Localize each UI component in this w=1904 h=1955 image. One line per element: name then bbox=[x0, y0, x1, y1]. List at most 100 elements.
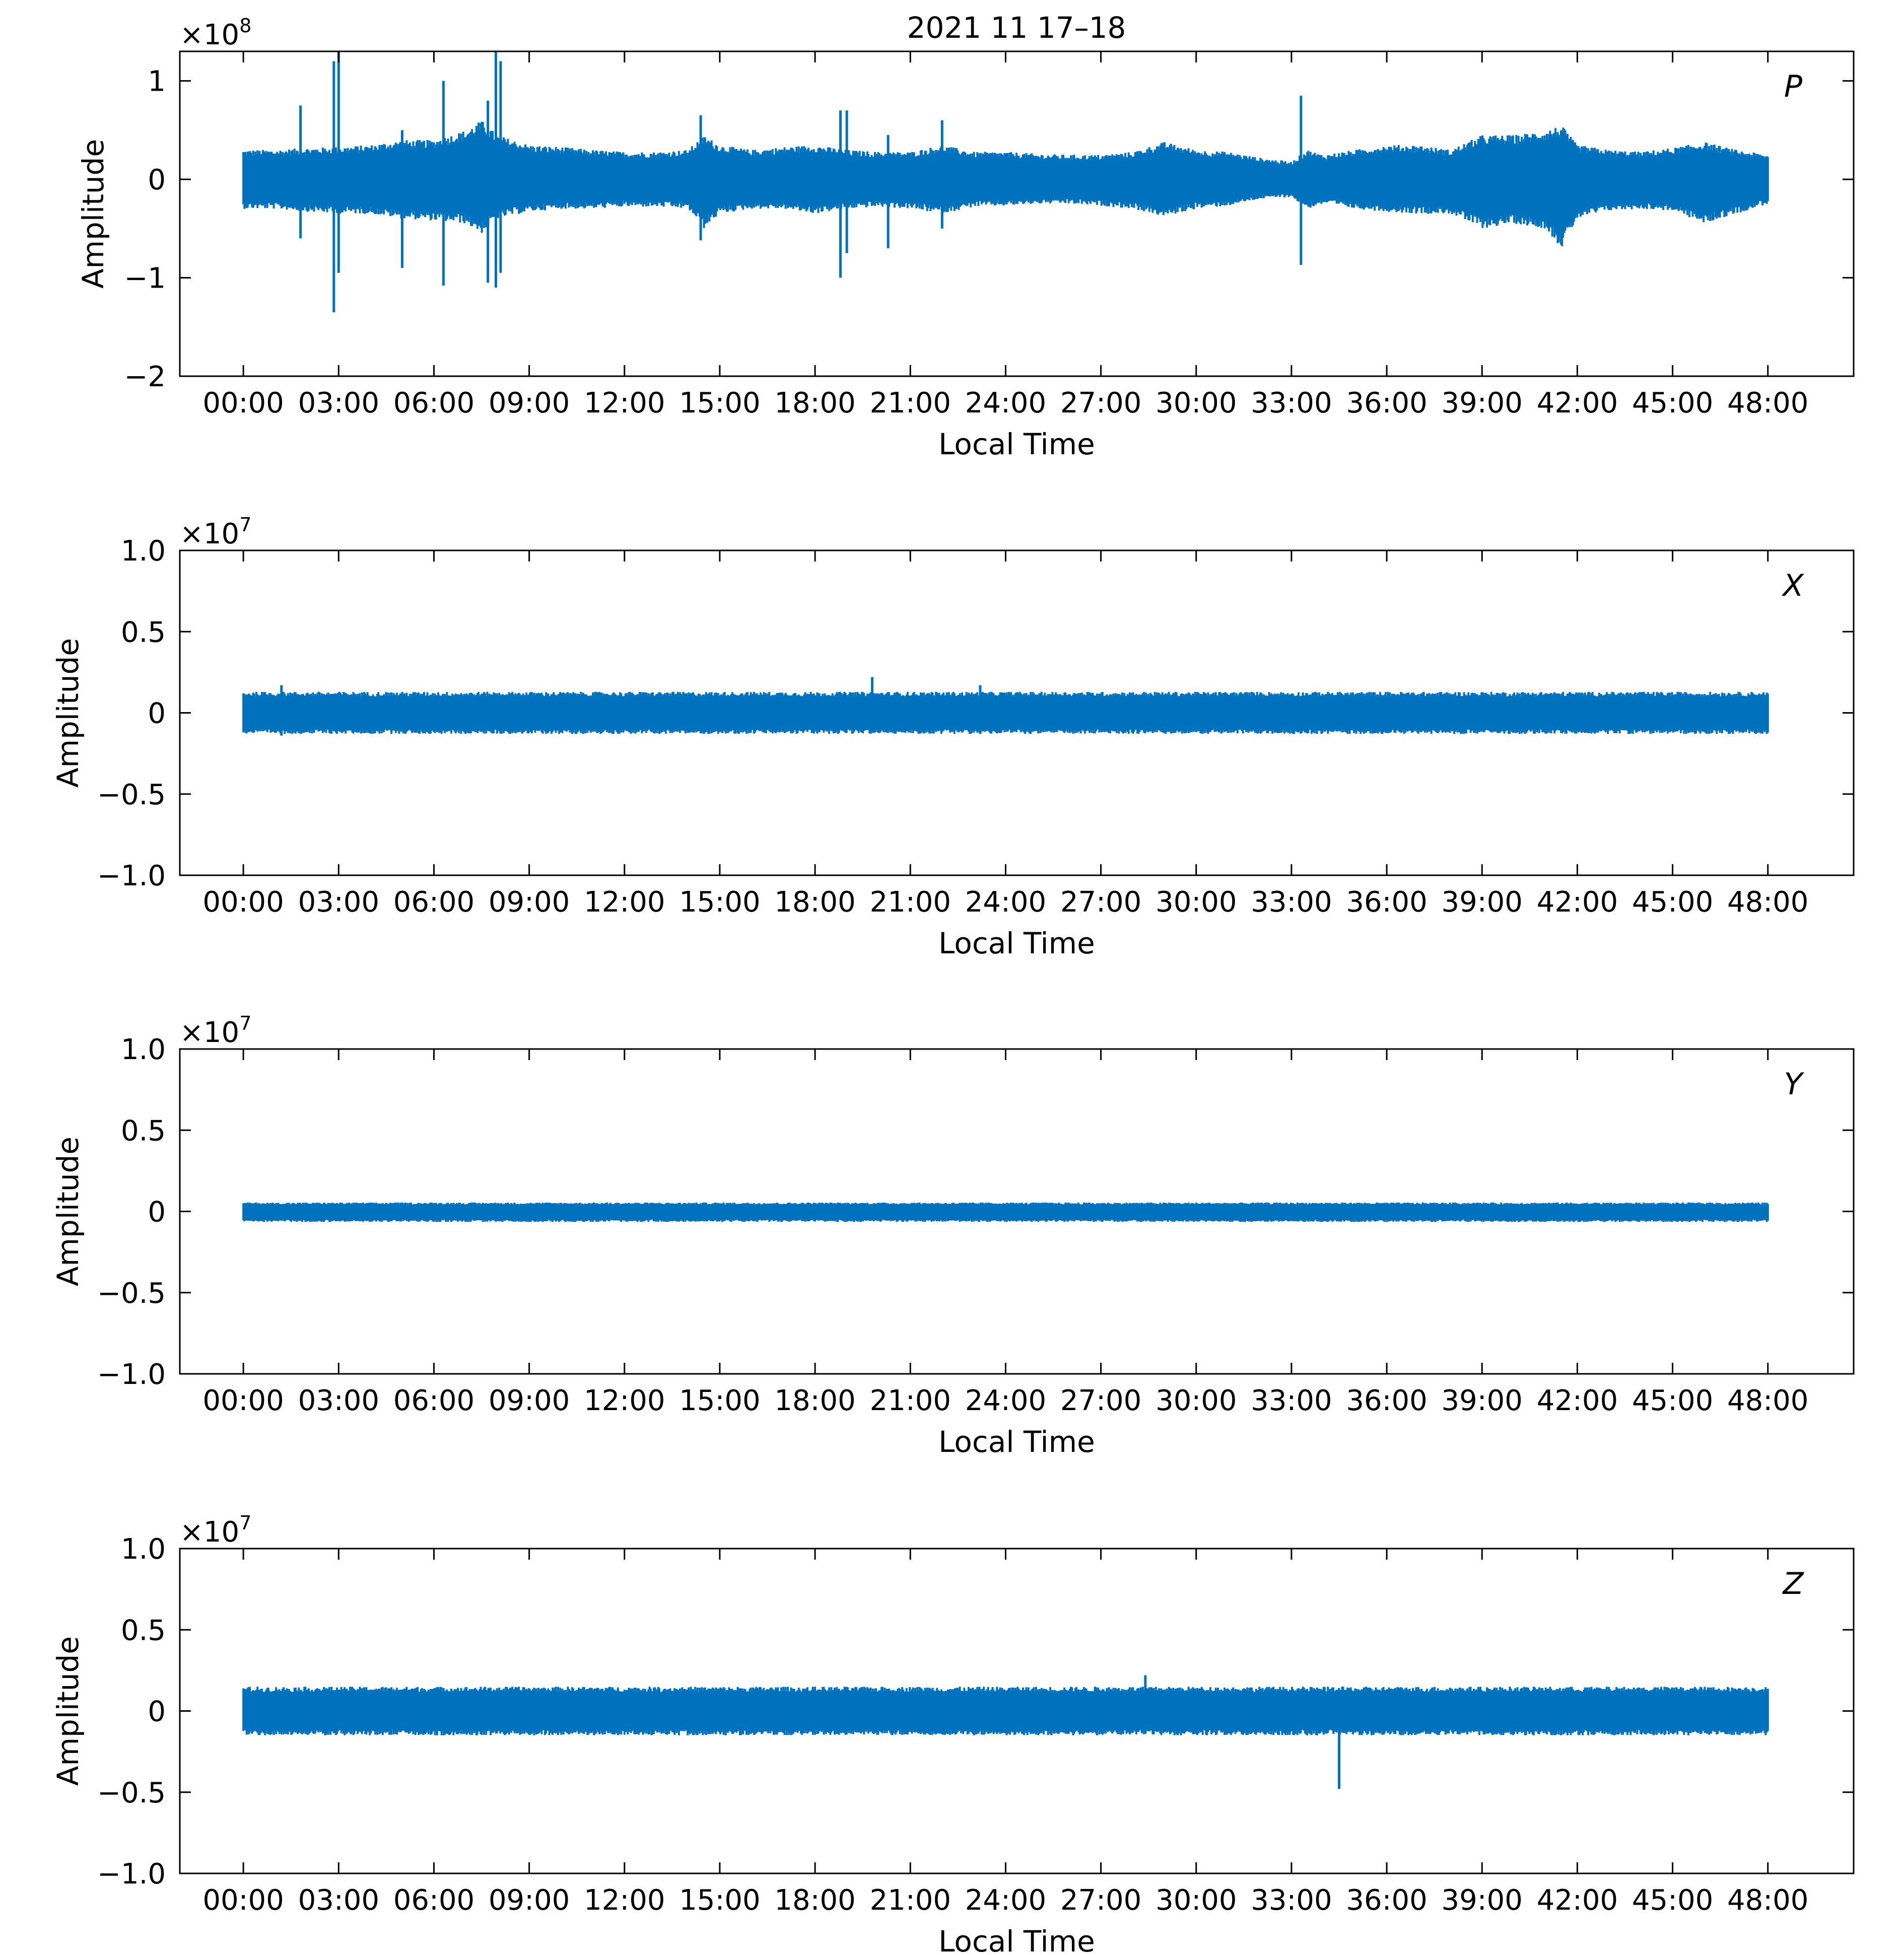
y-tick-label: 0 bbox=[148, 1196, 166, 1229]
x-axis-label: Local Time bbox=[938, 1425, 1095, 1459]
x-tick-label: 12:00 bbox=[584, 387, 665, 420]
y-tick-label: 0 bbox=[148, 1696, 166, 1728]
x-tick-label: 42:00 bbox=[1537, 387, 1618, 420]
x-tick-label: 30:00 bbox=[1155, 1884, 1237, 1917]
y-exponent-label: ×108 bbox=[180, 15, 251, 51]
waveform-core bbox=[243, 144, 1768, 221]
x-tick-label: 18:00 bbox=[774, 1384, 855, 1417]
x-tick-label: 24:00 bbox=[965, 387, 1046, 420]
x-tick-label: 09:00 bbox=[489, 387, 570, 420]
x-tick-label: 36:00 bbox=[1346, 387, 1427, 420]
x-tick-label: 09:00 bbox=[489, 1884, 570, 1917]
x-axis-label: Local Time bbox=[938, 1924, 1095, 1955]
x-tick-label: 06:00 bbox=[393, 886, 474, 919]
x-tick-label: 24:00 bbox=[965, 1884, 1046, 1917]
x-tick-label: 45:00 bbox=[1632, 886, 1713, 919]
x-tick-label: 03:00 bbox=[298, 1384, 379, 1417]
panel-p: 00:00 03:00 06:00 09:00 12:00 15:00 18:00 21:00… bbox=[76, 15, 1855, 461]
waveform-core bbox=[243, 700, 1768, 726]
x-tick-label: 00:00 bbox=[202, 387, 284, 420]
y-tick-label: 0 bbox=[148, 697, 166, 730]
x-tick-label: 18:00 bbox=[774, 1884, 855, 1917]
x-tick-label: 06:00 bbox=[393, 387, 474, 420]
x-tick-label: 15:00 bbox=[679, 1384, 760, 1417]
y-exponent-label: ×107 bbox=[180, 1512, 251, 1549]
y-exponent-power: 7 bbox=[239, 514, 251, 536]
x-tick-label: 36:00 bbox=[1346, 1384, 1427, 1417]
panel-label: P bbox=[1784, 69, 1803, 104]
y-axis-label: Amplitude bbox=[51, 1636, 85, 1786]
x-tick-label: 00:00 bbox=[202, 1884, 284, 1917]
x-tick-label: 33:00 bbox=[1251, 886, 1332, 919]
x-tick-label: 48:00 bbox=[1727, 1384, 1808, 1417]
x-tick-label: 24:00 bbox=[965, 1384, 1046, 1417]
x-tick-label: 39:00 bbox=[1442, 1384, 1523, 1417]
figure-title: 2021 11 17–18 bbox=[907, 11, 1126, 45]
y-axis-label: Amplitude bbox=[51, 1137, 85, 1286]
x-tick-label: 21:00 bbox=[870, 1384, 951, 1417]
x-tick-label: 33:00 bbox=[1251, 1384, 1332, 1417]
y-tick-label: 0.5 bbox=[121, 1114, 166, 1147]
x-tick-label: 21:00 bbox=[870, 387, 951, 420]
y-exponent-label: ×107 bbox=[180, 514, 251, 550]
y-exponent-power: 7 bbox=[239, 1512, 251, 1534]
y-exponent-label: ×107 bbox=[180, 1012, 251, 1049]
y-tick-label: 1.0 bbox=[121, 1533, 166, 1566]
y-tick-label: 0.5 bbox=[121, 616, 166, 649]
x-tick-label: 12:00 bbox=[584, 1884, 665, 1917]
x-tick-label: 06:00 bbox=[393, 1884, 474, 1917]
x-tick-label: 33:00 bbox=[1251, 1884, 1332, 1917]
x-tick-label: 00:00 bbox=[202, 886, 284, 919]
y-tick-label: −1.0 bbox=[97, 1858, 166, 1891]
x-tick-label: 21:00 bbox=[870, 1884, 951, 1917]
panel-y: 00:00 03:00 06:00 09:00 12:00 15:00 18:00 21:00… bbox=[51, 1012, 1855, 1459]
x-tick-label: 48:00 bbox=[1727, 387, 1808, 420]
x-tick-label: 15:00 bbox=[679, 387, 760, 420]
x-axis-label: Local Time bbox=[938, 427, 1095, 461]
x-tick-label: 39:00 bbox=[1442, 1884, 1523, 1917]
x-tick-label: 18:00 bbox=[774, 886, 855, 919]
x-tick-label: 00:00 bbox=[202, 1384, 284, 1417]
x-tick-label: 42:00 bbox=[1537, 1384, 1618, 1417]
x-tick-label: 21:00 bbox=[870, 886, 951, 919]
x-tick-label: 27:00 bbox=[1060, 886, 1141, 919]
x-tick-label: 42:00 bbox=[1537, 886, 1618, 919]
y-axis-label: Amplitude bbox=[76, 139, 110, 289]
x-tick-label: 30:00 bbox=[1155, 886, 1237, 919]
y-axis-label: Amplitude bbox=[51, 638, 85, 788]
y-tick-label: 0.5 bbox=[121, 1614, 166, 1647]
y-tick-label: −0.5 bbox=[97, 779, 166, 811]
y-tick-label: 1 bbox=[148, 65, 166, 98]
x-tick-label: 03:00 bbox=[298, 886, 379, 919]
x-tick-label: 36:00 bbox=[1346, 886, 1427, 919]
y-tick-label: −2 bbox=[124, 361, 166, 393]
x-tick-label: 27:00 bbox=[1060, 1884, 1141, 1917]
y-tick-label: −0.5 bbox=[97, 1277, 166, 1310]
x-tick-label: 30:00 bbox=[1155, 1384, 1237, 1417]
y-tick-label: −1.0 bbox=[97, 1358, 166, 1391]
y-exponent-power: 7 bbox=[239, 1012, 251, 1034]
y-tick-label: −0.5 bbox=[97, 1777, 166, 1809]
y-tick-label: −1 bbox=[124, 262, 166, 295]
x-tick-label: 30:00 bbox=[1155, 387, 1237, 420]
waveform-core bbox=[243, 1696, 1768, 1726]
x-axis-label: Local Time bbox=[938, 926, 1095, 960]
x-tick-label: 48:00 bbox=[1727, 1884, 1808, 1917]
panel-z: 00:00 03:00 06:00 09:00 12:00 15:00 18:00 21:00… bbox=[51, 1512, 1855, 1955]
panel-label: X bbox=[1781, 568, 1804, 603]
x-tick-label: 15:00 bbox=[679, 1884, 760, 1917]
x-tick-label: 45:00 bbox=[1632, 1884, 1713, 1917]
x-tick-label: 39:00 bbox=[1442, 886, 1523, 919]
y-tick-label: 1.0 bbox=[121, 1033, 166, 1066]
y-tick-label: 1.0 bbox=[121, 535, 166, 568]
x-tick-label: 36:00 bbox=[1346, 1884, 1427, 1917]
x-tick-label: 39:00 bbox=[1442, 387, 1523, 420]
panel-x: 00:00 03:00 06:00 09:00 12:00 15:00 18:00 21:00… bbox=[51, 514, 1855, 960]
x-tick-label: 09:00 bbox=[489, 1384, 570, 1417]
waveform-core bbox=[243, 1206, 1768, 1218]
axes-box bbox=[179, 50, 1855, 377]
x-tick-label: 27:00 bbox=[1060, 1384, 1141, 1417]
x-tick-label: 48:00 bbox=[1727, 886, 1808, 919]
x-tick-label: 45:00 bbox=[1632, 1384, 1713, 1417]
x-tick-label: 12:00 bbox=[584, 1384, 665, 1417]
